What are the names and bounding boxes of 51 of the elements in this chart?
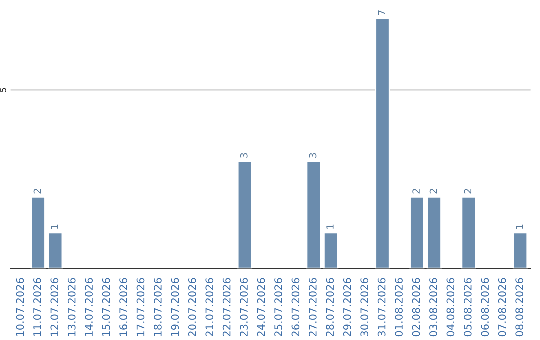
x-tick-label: 21.07.2026 bbox=[206, 278, 214, 337]
x-tick-label: 30.07.2026 bbox=[360, 278, 369, 336]
bar bbox=[461, 196, 476, 269]
data-label: 1 bbox=[326, 224, 334, 230]
x-tick-label: 24.07.2026 bbox=[257, 278, 266, 337]
data-label: 2 bbox=[34, 189, 42, 194]
x-tick-label: 16.07.2026 bbox=[120, 278, 128, 336]
x-tick-label: 22.07.2026 bbox=[222, 278, 231, 337]
x-tick-label: 23.07.2026 bbox=[240, 278, 248, 337]
x-tick-label: 26.07.2026 bbox=[292, 278, 300, 337]
x-tick-label: 01.08.2026 bbox=[395, 278, 403, 337]
bar bbox=[306, 160, 322, 269]
x-tick-label: 31.07.2026 bbox=[378, 278, 386, 336]
data-label: 2 bbox=[464, 189, 472, 194]
x-tick-label: 03.08.2026 bbox=[430, 278, 438, 337]
x-tick-label: 08.08.2026 bbox=[516, 278, 524, 337]
bar bbox=[410, 196, 425, 269]
data-label: 7 bbox=[378, 10, 386, 16]
x-tick-label: 28.07.2026 bbox=[326, 278, 334, 337]
bar bbox=[48, 232, 64, 269]
x-tick-label: 29.07.2026 bbox=[343, 278, 352, 337]
data-label: 3 bbox=[240, 153, 248, 158]
x-tick-label: 25.07.2026 bbox=[274, 278, 282, 337]
x-tick-label: 10.07.2026 bbox=[16, 278, 24, 336]
x-tick-label: 02.08.2026 bbox=[412, 278, 420, 337]
x-tick-label: 27.07.2026 bbox=[309, 278, 317, 337]
x-tick-label: 14.07.2026 bbox=[85, 278, 94, 336]
x-tick-label: 04.08.2026 bbox=[446, 278, 455, 337]
bar bbox=[512, 232, 528, 269]
data-label: 1 bbox=[516, 224, 524, 230]
bar bbox=[323, 232, 339, 269]
bar bbox=[30, 196, 46, 269]
data-label: 3 bbox=[309, 153, 317, 158]
bar bbox=[426, 196, 442, 269]
x-tick-label: 05.08.2026 bbox=[464, 278, 472, 337]
x-tick-label: 17.07.2026 bbox=[136, 278, 145, 336]
bar bbox=[375, 18, 390, 269]
x-tick-label: 19.07.2026 bbox=[171, 278, 180, 336]
data-label: 1 bbox=[51, 224, 58, 230]
bar bbox=[237, 160, 253, 269]
y-tick-label: 5 bbox=[0, 88, 6, 92]
x-tick-label: 13.07.2026 bbox=[68, 278, 76, 336]
x-tick-label: 12.07.2026 bbox=[50, 278, 59, 336]
x-tick-label: 11.07.2026 bbox=[33, 278, 42, 336]
x-tick-label: 18.07.2026 bbox=[154, 278, 162, 336]
x-tick-label: 20.07.2026 bbox=[188, 278, 196, 337]
x-tick-label: 15.07.2026 bbox=[102, 278, 110, 336]
x-tick-label: 07.08.2026 bbox=[498, 278, 506, 337]
data-label: 2 bbox=[412, 189, 420, 194]
data-label: 2 bbox=[430, 189, 438, 194]
x-tick-label: 06.08.2026 bbox=[481, 278, 490, 337]
